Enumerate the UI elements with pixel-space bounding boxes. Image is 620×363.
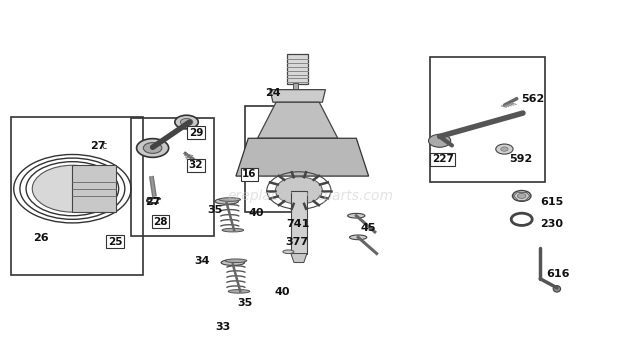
Circle shape — [175, 115, 198, 129]
Bar — [131, 118, 215, 236]
Polygon shape — [73, 165, 115, 212]
Ellipse shape — [221, 260, 244, 265]
Text: 32: 32 — [188, 160, 203, 170]
Text: 616: 616 — [546, 269, 569, 279]
Circle shape — [136, 139, 169, 158]
Bar — [11, 117, 143, 275]
Text: 16: 16 — [242, 169, 257, 179]
Text: 230: 230 — [540, 219, 563, 229]
Polygon shape — [236, 138, 369, 176]
Circle shape — [496, 144, 513, 154]
Ellipse shape — [348, 213, 365, 218]
Text: 40: 40 — [248, 208, 264, 218]
Ellipse shape — [225, 259, 247, 262]
Polygon shape — [257, 102, 338, 138]
Text: 25: 25 — [108, 237, 122, 246]
Text: 615: 615 — [540, 197, 564, 207]
Text: 27: 27 — [145, 197, 161, 207]
Text: 377: 377 — [285, 237, 308, 246]
Ellipse shape — [219, 198, 241, 201]
Ellipse shape — [283, 250, 294, 253]
Text: 227: 227 — [432, 154, 454, 164]
Ellipse shape — [215, 199, 239, 204]
Text: 592: 592 — [509, 154, 532, 164]
Text: 24: 24 — [265, 88, 281, 98]
Circle shape — [516, 216, 528, 223]
Bar — [430, 57, 544, 182]
Circle shape — [517, 193, 526, 199]
Bar — [293, 83, 298, 90]
Text: 28: 28 — [153, 217, 168, 227]
Text: 26: 26 — [33, 233, 49, 243]
Circle shape — [428, 134, 451, 147]
Polygon shape — [270, 90, 326, 102]
Text: 45: 45 — [361, 223, 376, 233]
Text: 35: 35 — [237, 298, 252, 308]
Ellipse shape — [553, 286, 560, 292]
Circle shape — [143, 143, 162, 154]
Bar — [287, 54, 308, 84]
Circle shape — [513, 191, 531, 201]
Circle shape — [32, 165, 112, 212]
Circle shape — [180, 118, 193, 126]
Ellipse shape — [228, 290, 250, 293]
Text: 562: 562 — [521, 94, 544, 105]
Text: 33: 33 — [216, 322, 231, 332]
Polygon shape — [291, 253, 307, 262]
Text: 27: 27 — [90, 141, 105, 151]
Text: 29: 29 — [188, 128, 203, 138]
Bar — [291, 191, 307, 253]
Circle shape — [501, 147, 508, 151]
Circle shape — [275, 177, 322, 204]
Text: 35: 35 — [207, 205, 222, 215]
Ellipse shape — [222, 228, 244, 232]
Text: c: c — [102, 141, 107, 151]
Text: 40: 40 — [275, 287, 290, 297]
Text: 741: 741 — [286, 219, 310, 229]
Text: 34: 34 — [194, 257, 210, 266]
Text: ereplacementparts.com: ereplacementparts.com — [227, 189, 393, 203]
Ellipse shape — [350, 235, 367, 240]
Bar — [245, 106, 301, 212]
